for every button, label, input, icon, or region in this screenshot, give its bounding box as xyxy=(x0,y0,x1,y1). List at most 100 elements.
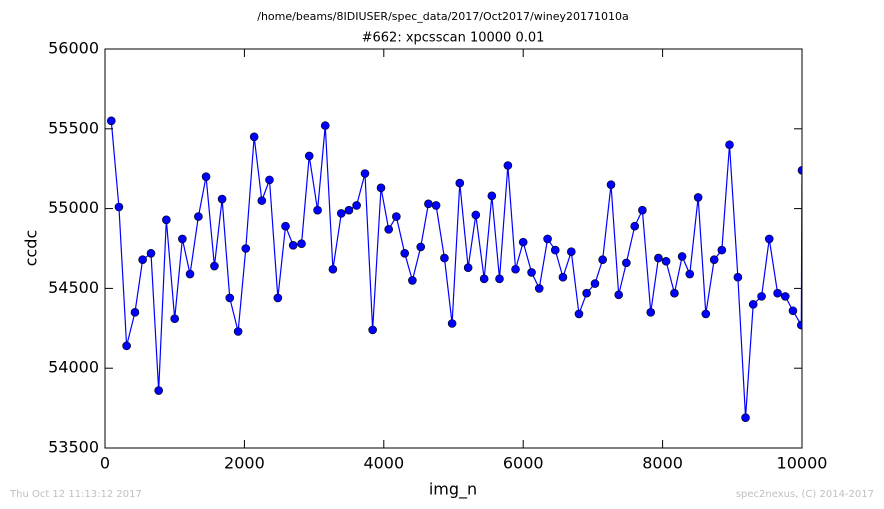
data-point xyxy=(582,288,591,298)
data-point xyxy=(344,205,354,215)
x-tick-label: 0 xyxy=(100,454,110,473)
data-point xyxy=(400,248,410,258)
data-point xyxy=(574,309,584,319)
data-point xyxy=(654,253,663,263)
data-point xyxy=(146,248,156,258)
y-tick-label: 55000 xyxy=(48,198,99,217)
y-axis-label: ccdc xyxy=(22,230,41,267)
data-point xyxy=(797,320,802,330)
x-axis-label: img_n xyxy=(429,480,477,500)
data-point xyxy=(154,386,163,395)
data-point xyxy=(416,242,426,252)
data-point xyxy=(440,253,449,263)
data-point xyxy=(614,290,623,300)
data-point xyxy=(590,279,600,288)
data-point xyxy=(297,239,306,249)
y-tick-label: 55500 xyxy=(48,118,99,137)
data-point xyxy=(225,293,235,303)
data-point xyxy=(185,269,195,279)
data-point xyxy=(764,234,774,244)
data-point xyxy=(352,201,361,210)
data-point xyxy=(622,258,631,268)
data-point xyxy=(384,225,393,234)
data-point xyxy=(598,255,607,264)
data-point xyxy=(162,215,171,225)
data-point xyxy=(511,264,520,274)
data-point xyxy=(471,210,481,220)
data-point xyxy=(543,234,552,244)
data-point xyxy=(328,264,338,274)
chart-title: #662: xpcsscan 10000 0.01 xyxy=(362,31,545,46)
x-tick-label: 4000 xyxy=(363,454,404,473)
data-point xyxy=(741,413,750,422)
data-point xyxy=(630,221,640,231)
data-point xyxy=(241,244,251,253)
data-point xyxy=(797,165,802,175)
data-point xyxy=(210,261,219,271)
data-point xyxy=(709,255,719,264)
data-point xyxy=(201,172,211,181)
data-point xyxy=(217,194,227,204)
data-point xyxy=(558,272,568,282)
data-point xyxy=(233,327,243,336)
data-point xyxy=(170,314,179,324)
data-point xyxy=(368,325,377,335)
footer-right: spec2nexus, (C) 2014-2017 xyxy=(736,489,874,500)
data-point xyxy=(122,341,131,351)
data-point xyxy=(178,234,187,244)
data-point xyxy=(503,161,513,170)
data-point xyxy=(304,151,314,161)
data-point xyxy=(360,169,370,178)
data-point xyxy=(638,205,647,215)
axes-frame xyxy=(104,48,803,449)
footer-left: Thu Oct 12 11:13:12 2017 xyxy=(9,489,142,500)
data-point xyxy=(566,247,576,256)
data-point xyxy=(455,178,465,188)
data-point xyxy=(606,180,616,189)
data-point xyxy=(130,308,140,317)
data-point xyxy=(194,212,203,221)
data-point xyxy=(701,309,711,319)
data-point xyxy=(281,221,290,231)
x-tick-label: 6000 xyxy=(503,454,544,473)
data-point xyxy=(424,199,433,209)
y-tick-label: 53500 xyxy=(48,438,99,457)
data-point xyxy=(138,255,147,264)
data-point xyxy=(733,272,743,282)
data-point xyxy=(527,268,536,277)
data-point xyxy=(114,202,124,212)
data-point xyxy=(288,241,298,250)
data-point xyxy=(376,183,386,193)
data-point xyxy=(757,292,766,301)
data-point xyxy=(265,175,274,185)
data-point xyxy=(392,212,401,221)
data-point xyxy=(495,274,504,284)
data-point xyxy=(717,245,727,255)
data-point xyxy=(780,292,790,301)
data-point xyxy=(447,319,457,328)
data-point xyxy=(550,245,560,255)
data-point xyxy=(748,300,758,309)
data-point xyxy=(788,306,798,316)
data-point xyxy=(313,205,322,215)
data-point xyxy=(534,284,544,293)
data-point xyxy=(693,193,703,202)
x-tick-label: 2000 xyxy=(224,454,265,473)
data-point xyxy=(257,196,267,205)
y-tick-label: 56000 xyxy=(48,39,99,58)
data-point xyxy=(677,252,687,261)
plot-area xyxy=(106,116,802,422)
data-point xyxy=(106,116,116,126)
data-point xyxy=(487,191,497,201)
data-point xyxy=(773,288,782,298)
y-tick-label: 54000 xyxy=(48,358,99,377)
x-tick-label: 10000 xyxy=(777,454,828,473)
data-point xyxy=(273,293,283,303)
data-point xyxy=(661,256,671,266)
suptitle: /home/beams/8IDIUSER/spec_data/2017/Oct2… xyxy=(257,10,629,23)
data-point xyxy=(408,276,417,285)
data-point xyxy=(479,274,489,284)
data-point xyxy=(249,132,259,142)
